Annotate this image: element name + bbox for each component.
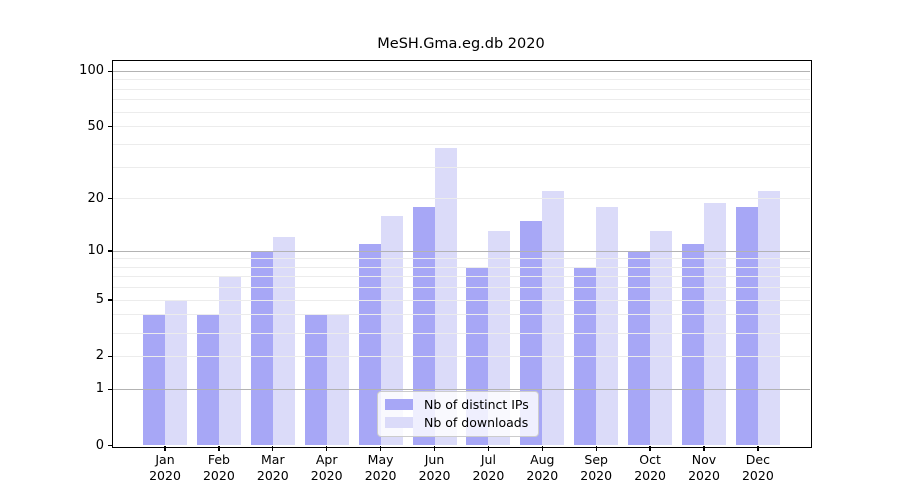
minor-gridline [113,287,810,289]
x-tick-mark [541,446,543,451]
minor-gridline [113,266,810,268]
x-tick-mark [649,446,651,451]
bar-downloads [434,148,457,446]
y-tick-label: 20 [87,190,104,206]
x-tick-mark [218,446,220,451]
y-tick-mark [108,250,113,252]
legend-entry-label: Nb of downloads [424,415,529,430]
y-tick-mark [108,197,113,200]
bar-downloads [218,276,241,446]
bar-downloads [596,206,619,446]
bar-distinct-ips [682,243,704,446]
y-tick-label: 5 [95,292,104,308]
y-tick-label: 2 [95,348,104,364]
x-tick-label: Aug 2020 [526,452,559,483]
x-tick-mark [595,446,597,451]
x-tick-label: Apr 2020 [310,452,343,483]
bar-downloads [757,191,780,446]
x-tick-mark [272,446,274,451]
x-tick-mark [164,446,166,451]
x-tick-mark [326,446,328,451]
y-tick-mark [108,299,113,301]
bar-distinct-ips [735,206,758,446]
x-tick-mark [433,446,436,451]
bar-downloads [272,237,295,446]
major-gridline [113,70,810,72]
minor-gridline [113,258,810,260]
major-gridline [113,388,810,390]
x-tick-label: Jun 2020 [418,452,451,483]
x-tick-label: Sep 2020 [580,452,613,483]
minor-gridline [113,79,810,81]
legend-entry: Nb of downloads [385,415,529,430]
minor-gridline [113,332,810,334]
x-tick-label: Jan 2020 [149,452,181,483]
x-tick-label: Nov 2020 [688,452,720,483]
bar-downloads [165,300,187,446]
x-tick-mark [379,446,382,451]
minor-gridline [113,126,810,128]
minor-gridline [113,314,810,316]
legend-entry-label: Nb of distinct IPs [424,397,529,412]
y-tick-label: 10 [87,243,104,259]
x-tick-mark [487,446,490,451]
minor-gridline [113,355,810,357]
x-tick-mark [757,446,759,451]
bar-distinct-ips [628,251,651,446]
bar-downloads [650,231,673,446]
minor-gridline [113,198,810,200]
legend: Nb of distinct IPs Nb of downloads [377,391,539,437]
y-tick-label: 50 [87,118,104,134]
y-tick-mark [108,70,113,72]
major-gridline [113,250,810,252]
legend-entry: Nb of distinct IPs [385,397,529,412]
y-tick-label: 100 [79,63,104,79]
x-tick-label: Feb 2020 [202,452,235,483]
x-tick-label: Dec 2020 [741,452,774,483]
bar-downloads [542,191,565,446]
y-tick-mark [108,355,113,358]
x-tick-label: Mar 2020 [256,452,289,483]
bar-downloads [380,215,403,446]
bar-downloads [704,202,726,446]
minor-gridline [113,276,810,278]
y-tick-mark [108,444,113,447]
y-tick-mark [108,125,113,128]
bar-distinct-ips [412,206,435,446]
bar-distinct-ips [143,314,165,446]
bar-downloads [326,314,349,446]
bar-distinct-ips [304,314,327,446]
x-tick-label: Jul 2020 [472,452,505,483]
minor-gridline [113,166,810,168]
legend-swatch [385,399,413,410]
y-tick-label: 1 [95,381,104,397]
minor-gridline [113,299,810,301]
minor-gridline [113,143,810,145]
x-tick-label: Oct 2020 [634,452,666,483]
minor-gridline [113,88,810,90]
y-tick-mark [108,388,113,390]
x-tick-mark [703,446,705,451]
minor-gridline [113,99,810,101]
bar-distinct-ips [196,314,219,446]
chart-title: MeSH.Gma.eg.db 2020 [377,36,545,52]
x-tick-label: May 2020 [364,452,397,483]
minor-gridline [113,111,810,113]
y-tick-label: 0 [95,437,104,453]
bar-distinct-ips [250,251,273,446]
bar-distinct-ips [358,243,381,446]
legend-swatch [385,417,413,428]
